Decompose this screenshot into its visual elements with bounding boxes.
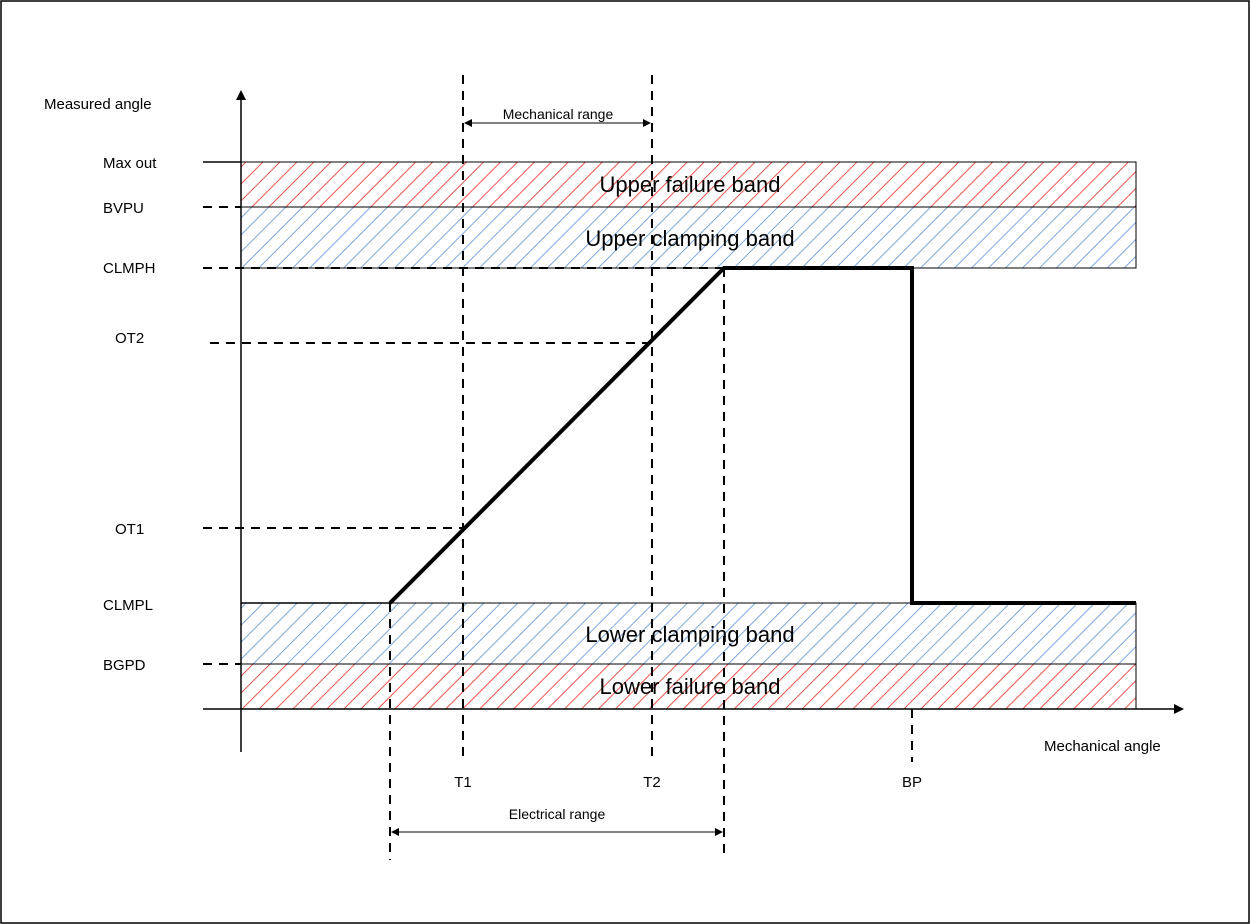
bvpu-label: BVPU bbox=[103, 200, 144, 217]
max-out-label: Max out bbox=[103, 155, 157, 172]
upper-clamping-band bbox=[240, 206, 1137, 269]
y-axis-label: Measured angle bbox=[44, 96, 152, 113]
upper-failure-band bbox=[240, 161, 1137, 208]
mechanical-range-label: Mechanical range bbox=[503, 106, 614, 122]
ot1-label: OT1 bbox=[115, 521, 144, 538]
x-axis-label: Mechanical angle bbox=[1044, 738, 1161, 755]
bp-label: BP bbox=[902, 774, 922, 791]
lower-clamping-band-label: Lower clamping band bbox=[585, 622, 794, 647]
upper-failure-band-label: Upper failure band bbox=[599, 172, 780, 197]
clmpl-label: CLMPL bbox=[103, 597, 153, 614]
electrical-range-label: Electrical range bbox=[509, 806, 606, 822]
upper-clamping-band-label: Upper clamping band bbox=[585, 226, 794, 251]
x-mark-lines bbox=[389, 75, 913, 860]
t2-label: T2 bbox=[643, 774, 661, 791]
bgpd-label: BGPD bbox=[103, 657, 146, 674]
lower-failure-band-label: Lower failure band bbox=[599, 674, 780, 699]
clmph-label: CLMPH bbox=[103, 260, 156, 277]
output-characteristic-line bbox=[388, 266, 1136, 605]
ot2-label: OT2 bbox=[115, 330, 144, 347]
t1-label: T1 bbox=[454, 774, 472, 791]
